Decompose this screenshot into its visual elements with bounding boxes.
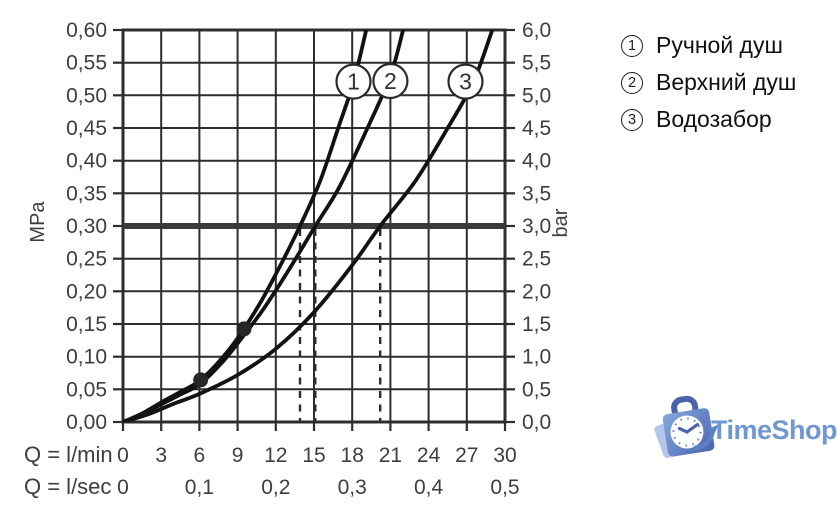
- legend: 1 Ручной душ 2 Верхний душ 3 Водозабор: [621, 27, 796, 138]
- svg-text:5,0: 5,0: [522, 84, 551, 107]
- svg-text:3: 3: [459, 69, 472, 95]
- svg-text:0,2: 0,2: [261, 476, 290, 499]
- svg-text:5,5: 5,5: [522, 52, 551, 75]
- svg-text:0,50: 0,50: [66, 84, 107, 107]
- axis-unit-labels: MPa bar Q = l/min Q = l/sec: [24, 201, 572, 499]
- svg-text:0,05: 0,05: [66, 378, 107, 401]
- curve-badge-circle: [372, 62, 409, 100]
- svg-text:0,10: 0,10: [66, 346, 107, 369]
- svg-text:30: 30: [493, 444, 516, 467]
- svg-text:0,60: 0,60: [66, 19, 107, 42]
- svg-text:Q = l/min: Q = l/min: [24, 442, 113, 467]
- svg-text:0,00: 0,00: [66, 411, 107, 434]
- svg-text:3: 3: [155, 444, 167, 467]
- svg-text:0,40: 0,40: [66, 150, 107, 173]
- svg-text:0,20: 0,20: [66, 280, 107, 303]
- data-point: [193, 372, 209, 388]
- svg-text:0,1: 0,1: [185, 476, 214, 499]
- legend-item: 1 Ручной душ: [621, 27, 796, 64]
- svg-text:3,0: 3,0: [522, 215, 551, 238]
- svg-text:4,5: 4,5: [522, 117, 551, 140]
- svg-text:24: 24: [417, 444, 441, 467]
- svg-text:0,0: 0,0: [522, 411, 551, 434]
- svg-text:0,55: 0,55: [66, 52, 107, 75]
- svg-text:0,25: 0,25: [66, 248, 107, 271]
- svg-text:0: 0: [117, 444, 129, 467]
- svg-text:0,35: 0,35: [66, 182, 107, 205]
- svg-text:9: 9: [232, 444, 244, 467]
- legend-item-label: Ручной душ: [656, 32, 783, 58]
- clock-minute-hand: [685, 422, 700, 434]
- legend-item: 3 Водозабор: [621, 101, 796, 138]
- svg-text:0,5: 0,5: [522, 378, 551, 401]
- svg-text:15: 15: [302, 444, 325, 467]
- svg-text:21: 21: [379, 444, 402, 467]
- curve-3: [123, 30, 495, 422]
- svg-text:3,5: 3,5: [522, 182, 551, 205]
- curve-2: [123, 30, 405, 422]
- svg-text:bar: bar: [550, 208, 572, 237]
- svg-text:27: 27: [455, 444, 478, 467]
- svg-text:0: 0: [117, 476, 129, 499]
- legend-item-label: Верхний душ: [656, 69, 797, 95]
- svg-text:2,0: 2,0: [522, 280, 551, 303]
- svg-text:0,3: 0,3: [338, 476, 367, 499]
- svg-text:2: 2: [384, 68, 397, 94]
- data-point-markers: [193, 321, 252, 388]
- svg-text:0,4: 0,4: [414, 476, 444, 499]
- svg-text:2,5: 2,5: [522, 248, 551, 271]
- svg-text:MPa: MPa: [27, 201, 49, 243]
- svg-text:6: 6: [194, 444, 206, 467]
- axis-tick-marks: [113, 28, 515, 431]
- clock-tick-marks: [672, 417, 702, 447]
- legend-number-circle: 3: [621, 108, 643, 131]
- svg-text:0,45: 0,45: [66, 117, 107, 140]
- swoosh-arrow-head: [706, 424, 719, 437]
- data-point: [236, 321, 252, 337]
- svg-text:1: 1: [347, 69, 360, 95]
- curve-badge-circle: [447, 63, 484, 100]
- svg-text:18: 18: [341, 444, 364, 467]
- svg-text:6,0: 6,0: [522, 19, 551, 42]
- svg-text:12: 12: [264, 444, 287, 467]
- svg-text:Q = l/sec: Q = l/sec: [24, 474, 111, 499]
- legend-item: 2 Верхний душ: [621, 64, 796, 101]
- svg-text:0,5: 0,5: [490, 476, 519, 499]
- svg-text:4,0: 4,0: [522, 150, 551, 173]
- timeshop-logo-icon: [654, 395, 719, 459]
- svg-text:0,15: 0,15: [66, 313, 107, 336]
- axis-tick-labels: 0,600,550,500,450,400,350,300,250,200,15…: [66, 19, 551, 499]
- legend-item-label: Водозабор: [656, 106, 772, 132]
- svg-text:0,30: 0,30: [66, 215, 107, 238]
- clock-hour-hand: [677, 426, 689, 434]
- curve-badge-circle: [335, 63, 372, 100]
- legend-number-circle: 2: [621, 71, 643, 94]
- timeshop-logo-text: TimeShop: [711, 415, 838, 445]
- svg-text:1,5: 1,5: [522, 313, 551, 336]
- svg-text:1,0: 1,0: [522, 346, 551, 369]
- legend-number-circle: 1: [621, 34, 643, 57]
